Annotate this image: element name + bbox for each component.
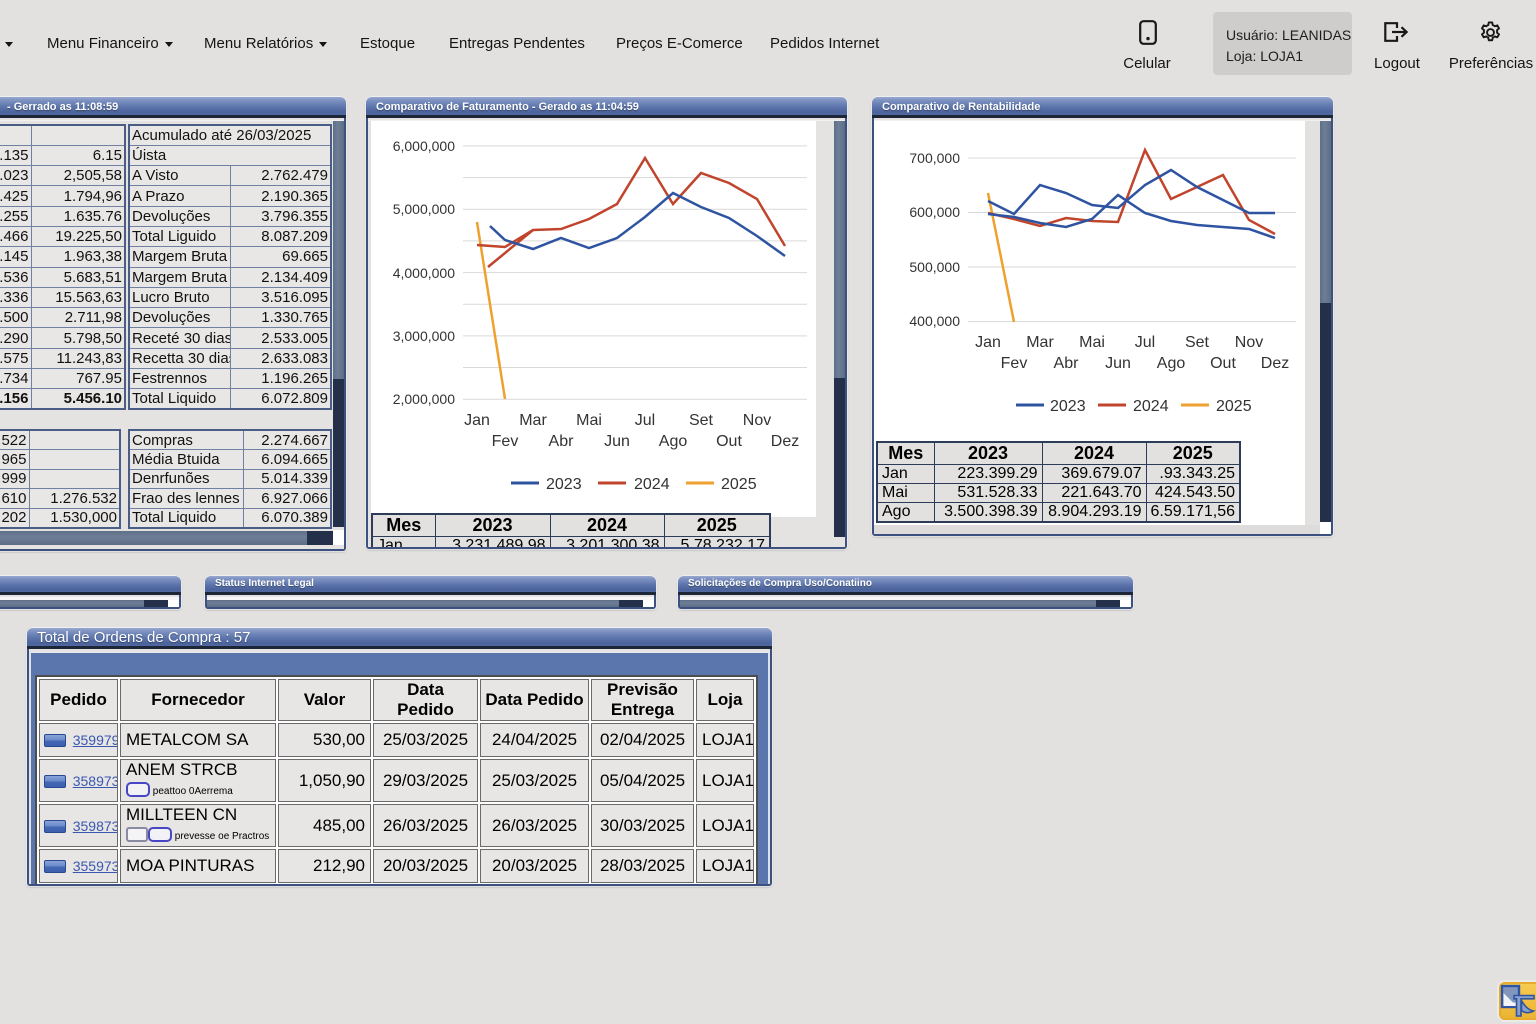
- svg-text:2025: 2025: [1216, 398, 1252, 415]
- svg-text:Mai: Mai: [1079, 334, 1105, 351]
- svg-text:Jul: Jul: [635, 412, 655, 429]
- svg-text:Ago: Ago: [659, 433, 688, 450]
- svg-text:Dez: Dez: [1261, 355, 1289, 372]
- svg-text:Abr: Abr: [1054, 355, 1080, 372]
- svg-text:500,000: 500,000: [909, 259, 960, 275]
- svg-text:Fev: Fev: [492, 433, 519, 450]
- svg-text:2024: 2024: [634, 476, 670, 493]
- svg-text:Jan: Jan: [464, 412, 490, 429]
- svg-text:Abr: Abr: [549, 433, 575, 450]
- svg-text:Mar: Mar: [519, 412, 547, 429]
- svg-text:Set: Set: [689, 412, 714, 429]
- svg-text:2024: 2024: [1133, 398, 1169, 415]
- svg-text:Jul: Jul: [1135, 334, 1155, 351]
- svg-text:2023: 2023: [546, 476, 582, 493]
- svg-text:Nov: Nov: [743, 412, 771, 429]
- svg-text:5,000,000: 5,000,000: [393, 201, 455, 217]
- svg-text:Set: Set: [1185, 334, 1210, 351]
- svg-text:Nov: Nov: [1235, 334, 1263, 351]
- svg-text:2,000,000: 2,000,000: [393, 391, 455, 407]
- svg-text:Fev: Fev: [1001, 355, 1028, 372]
- svg-text:400,000: 400,000: [909, 313, 960, 329]
- svg-text:3,000,000: 3,000,000: [393, 328, 455, 344]
- svg-text:Mar: Mar: [1026, 334, 1054, 351]
- svg-text:600,000: 600,000: [909, 204, 960, 220]
- svg-text:2023: 2023: [1050, 398, 1086, 415]
- svg-text:Out: Out: [1210, 355, 1236, 372]
- svg-text:4,000,000: 4,000,000: [393, 265, 455, 281]
- svg-text:Jan: Jan: [975, 334, 1001, 351]
- svg-text:Mai: Mai: [576, 412, 602, 429]
- svg-text:Ago: Ago: [1157, 355, 1186, 372]
- svg-text:2025: 2025: [721, 476, 757, 493]
- svg-text:700,000: 700,000: [909, 150, 960, 166]
- svg-text:6,000,000: 6,000,000: [393, 138, 455, 154]
- svg-text:Dez: Dez: [771, 433, 799, 450]
- svg-text:Jun: Jun: [1105, 355, 1131, 372]
- svg-text:Out: Out: [716, 433, 742, 450]
- svg-text:Jun: Jun: [604, 433, 630, 450]
